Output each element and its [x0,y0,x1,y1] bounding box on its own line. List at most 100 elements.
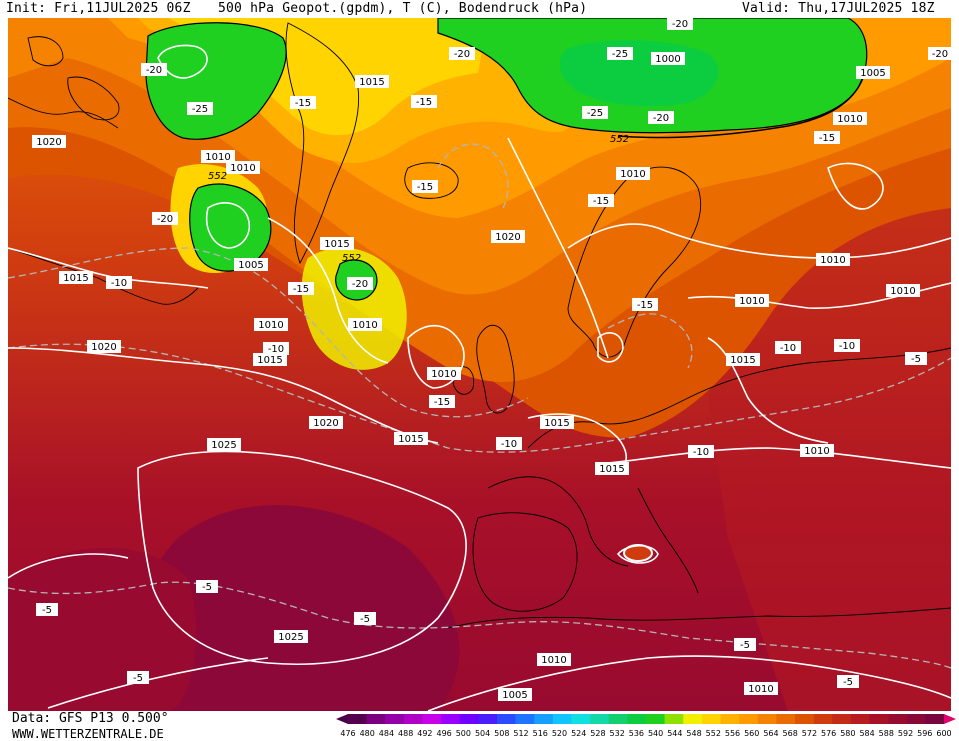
colorbar-cell [757,714,777,724]
colorbar-tick-label: 484 [379,729,394,738]
svg-text:1010: 1010 [205,152,230,163]
svg-text:1010: 1010 [804,446,829,457]
svg-text:1015: 1015 [544,418,569,429]
data-source-label: Data: GFS P13 0.500° [12,711,169,726]
pressure-label: 1010 [744,682,778,695]
temperature-label: -15 [429,395,455,408]
svg-text:1010: 1010 [352,320,377,331]
colorbar-cell [720,714,740,724]
colorbar-tick-label: 600 [936,729,951,738]
colorbar-cell [403,714,423,724]
colorbar-high-arrow [944,714,956,724]
pressure-label: 1015 [355,75,389,88]
colorbar-cell [776,714,796,724]
svg-text:1010: 1010 [890,286,915,297]
colorbar-low-arrow [336,714,348,724]
colorbar-cell [590,714,610,724]
colorbar-tick-label: 480 [360,729,375,738]
svg-text:1010: 1010 [230,163,255,174]
temperature-label: -20 [152,212,178,225]
colorbar-cell [701,714,721,724]
svg-text:1015: 1015 [257,355,282,366]
pressure-label: 1010 [537,653,571,666]
colorbar-tick-label: 528 [590,729,605,738]
colorbar-tick-label: 552 [706,729,721,738]
colorbar-tick-label: 556 [725,729,740,738]
colorbar-tick-label: 536 [629,729,644,738]
colorbar-cell [478,714,498,724]
pressure-label: 1010 [886,284,920,297]
colorbar-tick-label: 512 [513,729,528,738]
temperature-label: -10 [775,341,801,354]
colorbar-tick-label: 488 [398,729,413,738]
geopotential-label: 552 [342,253,361,264]
pressure-label: 1010 [816,253,850,266]
colorbar-cell [813,714,833,724]
valid-time: Valid: Thu,17JUL2025 18Z [742,1,935,16]
colorbar-tick-label: 592 [898,729,913,738]
svg-text:1010: 1010 [541,655,566,666]
colorbar-tick-labels: 476 480 484 488 492 496 500 504 508 512 516 520 524 5… [340,729,951,738]
temperature-label: -20 [928,47,951,60]
colorbar-cell [497,714,516,724]
colorbar-cell [571,714,591,724]
temperature-label: -5 [905,352,927,365]
pressure-label: 1005 [856,66,890,79]
colorbar-cells [348,714,945,724]
temperature-label: -5 [36,603,58,616]
temperature-label: -20 [648,111,674,124]
init-time: Init: Fri,11JUL2025 06Z [6,1,191,16]
colorbar-cell [348,714,367,724]
pressure-label: 1005 [498,688,532,701]
pressure-label: 1010 [616,167,650,180]
svg-text:1010: 1010 [748,684,773,695]
colorbar-tick-label: 580 [840,729,855,738]
colorbar-tick-label: 516 [533,729,548,738]
pressure-label: 1010 [348,318,382,331]
colorbar-cell [795,714,814,724]
colorbar-cell [608,714,628,724]
pressure-label: 1020 [491,230,525,243]
temperature-label: -5 [127,671,149,684]
pressure-label: 1010 [201,150,235,163]
pressure-label: 1020 [87,340,121,353]
svg-text:1025: 1025 [211,440,236,451]
pressure-label: 1000 [651,52,685,65]
pressure-label: 1015 [726,353,760,366]
svg-text:1005: 1005 [238,260,263,271]
colorbar-tick-label: 532 [610,729,625,738]
colorbar-cell [627,714,647,724]
weather-map: 1020 1015 1000 1005 1010 1010 1010 1020 … [8,18,951,711]
colorbar-tick-label: 596 [917,729,932,738]
svg-text:-15: -15 [819,133,835,144]
pressure-label: 1010 [735,294,769,307]
colorbar-tick-label: 496 [436,729,451,738]
svg-text:-5: -5 [911,354,921,365]
pressure-label: 1025 [274,630,308,643]
colorbar-cell [515,714,535,724]
temperature-label: -10 [834,339,860,352]
svg-text:-15: -15 [293,284,309,295]
svg-text:-25: -25 [587,108,603,119]
pressure-label: 1015 [540,416,574,429]
svg-text:1020: 1020 [313,418,338,429]
website-label: WWW.WETTERZENTRALE.DE [12,727,164,741]
temperature-label: -10 [106,276,132,289]
temperature-label: -20 [141,63,167,76]
svg-text:-10: -10 [111,278,127,289]
svg-text:1015: 1015 [599,464,624,475]
svg-text:1015: 1015 [398,434,423,445]
temperature-label: -15 [412,180,438,193]
svg-text:1010: 1010 [820,255,845,266]
temperature-label: -5 [734,638,756,651]
svg-text:-5: -5 [360,614,370,625]
temperature-label: -20 [347,277,373,290]
pressure-label: 1015 [59,271,93,284]
svg-text:-15: -15 [637,300,653,311]
svg-text:1010: 1010 [431,369,456,380]
pressure-label: 1005 [234,258,268,271]
temperature-label: -15 [632,298,658,311]
svg-text:-5: -5 [740,640,750,651]
colorbar-tick-label: 544 [667,729,682,738]
pressure-label: 1010 [833,112,867,125]
